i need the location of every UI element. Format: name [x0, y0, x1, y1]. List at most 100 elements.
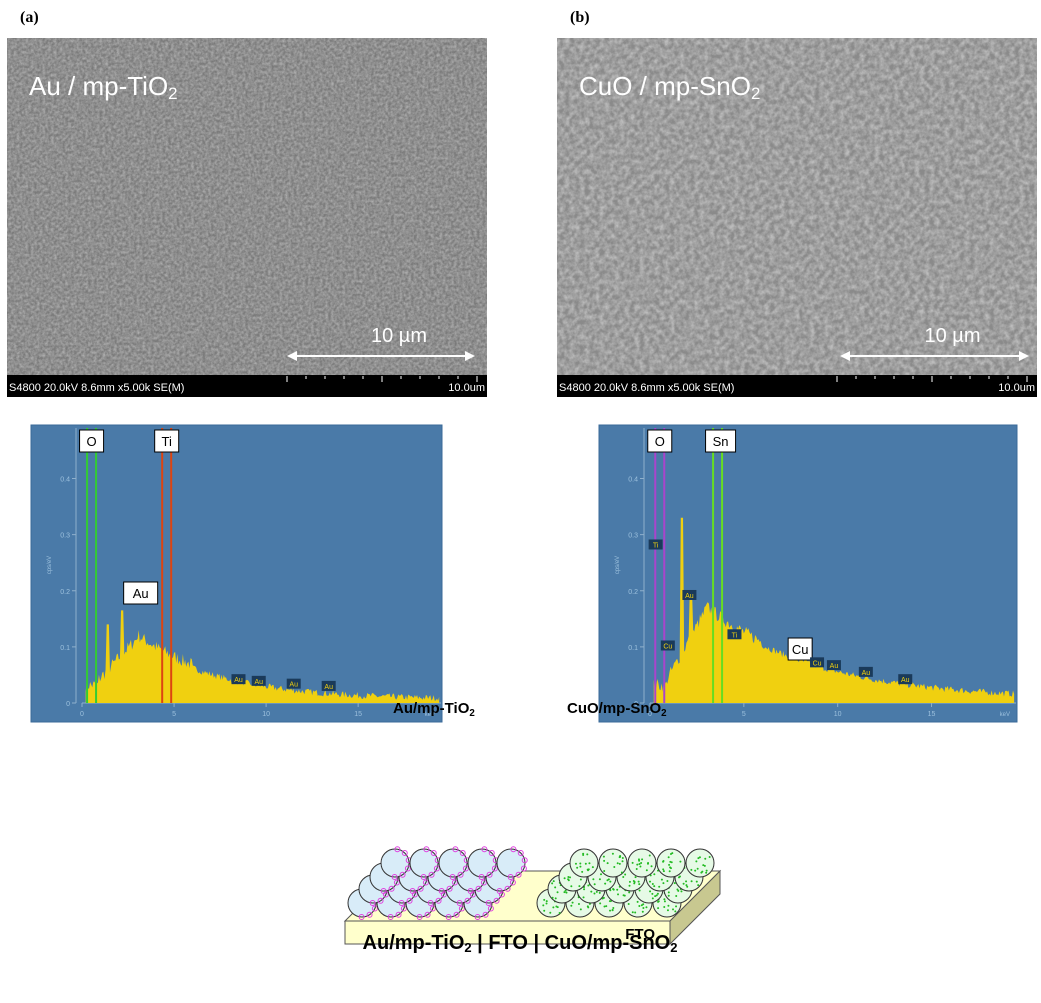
text-part: | FTO | CuO/mp-SnO: [472, 932, 671, 954]
cuo-dot: [632, 862, 634, 864]
x-tick-label: 10: [834, 711, 842, 718]
cuo-dot: [697, 868, 699, 870]
cuo-dot: [668, 891, 670, 893]
minor-label: Au: [862, 670, 871, 677]
cuo-dot: [622, 860, 624, 862]
cuo-dot: [546, 900, 548, 902]
y-tick-label: 0.1: [628, 645, 638, 652]
cuo-dot: [675, 895, 677, 897]
sem-title: CuO / mp-SnO2: [579, 71, 760, 103]
cuo-dot: [668, 856, 670, 858]
cuo-dot: [697, 884, 699, 886]
cuo-dot: [651, 865, 653, 867]
minor-label: Au: [685, 593, 694, 600]
cuo-dot: [694, 870, 696, 872]
cuo-dot: [640, 862, 642, 864]
cuo-dot: [580, 908, 582, 910]
cuo-dot: [649, 890, 651, 892]
cuo-dot: [667, 905, 669, 907]
minor-label: Au: [254, 679, 263, 686]
cuo-dot: [649, 855, 651, 857]
cuo-dot: [657, 901, 659, 903]
cuo-dot: [652, 897, 654, 899]
cuo-dot: [612, 853, 614, 855]
cuo-dot: [619, 855, 621, 857]
cuo-dot: [567, 878, 569, 880]
cuo-dot: [629, 885, 631, 887]
cuo-dot: [555, 906, 557, 908]
cuo-dot: [635, 876, 637, 878]
y-tick-label: 0: [66, 701, 70, 708]
scale-label: 10 µm: [371, 325, 427, 347]
cuo-dot: [619, 863, 621, 865]
cuo-dot: [661, 879, 663, 881]
cuo-dot: [607, 862, 609, 864]
x-tick-label: 5: [172, 711, 176, 718]
cuo-dot: [552, 897, 554, 899]
cuo-dot: [579, 863, 581, 865]
text-part: Au/mp-TiO: [393, 700, 470, 717]
cuo-dot: [609, 881, 611, 883]
cuo-dot: [639, 890, 641, 892]
cuo-dot: [656, 894, 658, 896]
cuo-dot: [617, 862, 619, 864]
peak-label: O: [87, 434, 97, 449]
peak-label: Au: [133, 586, 149, 601]
minor-label: Au: [324, 684, 333, 691]
text-part: CuO/mp-SnO: [567, 700, 661, 717]
cuo-dot: [669, 866, 671, 868]
subscript: 2: [661, 708, 667, 719]
minor-label: Cu: [663, 643, 672, 650]
cuo-dot: [638, 860, 640, 862]
panel-label: (a): [20, 9, 39, 26]
text-part: Au/mp-TiO: [363, 932, 465, 954]
cuo-dot: [580, 878, 582, 880]
peak-label: Ti: [162, 434, 172, 449]
cuo-dot: [600, 873, 602, 875]
cuo-dot: [633, 880, 635, 882]
cuo-dot: [679, 876, 681, 878]
cuo-dot: [543, 910, 545, 912]
cuo-dot: [570, 885, 572, 887]
scale-bar-text: 10.0um: [448, 382, 485, 394]
cuo-dot: [576, 867, 578, 869]
cuo-dot: [575, 863, 577, 865]
cuo-dot: [603, 856, 605, 858]
cuo-dot: [564, 877, 566, 879]
cuo-dot: [594, 892, 596, 894]
subscript: 2: [464, 940, 471, 955]
peak-label: Cu: [792, 642, 809, 657]
x-tick-label: 0: [80, 711, 84, 718]
cuo-dot: [696, 881, 698, 883]
cuo-dot: [628, 891, 630, 893]
cuo-dot: [632, 911, 634, 913]
cuo-dot: [668, 864, 670, 866]
subscript: 2: [670, 940, 677, 955]
cuo-dot: [638, 905, 640, 907]
cuo-dot: [674, 882, 676, 884]
cuo-dot: [649, 881, 651, 883]
cuo-dot: [667, 909, 669, 911]
cuo-dot: [706, 870, 708, 872]
cuo-dot: [668, 895, 670, 897]
cuo-dot: [700, 872, 702, 874]
cuo-dot: [704, 858, 706, 860]
cuo-dot: [658, 886, 660, 888]
x-tick-label: 5: [742, 711, 746, 718]
cuo-dot: [596, 891, 598, 893]
y-tick-label: 0.4: [628, 477, 638, 484]
y-tick-label: 0.4: [60, 477, 70, 484]
cuo-dot: [583, 888, 585, 890]
y-tick-label: 0.3: [628, 533, 638, 540]
y-tick-label: 0.3: [60, 533, 70, 540]
cuo-dot: [616, 889, 618, 891]
y-tick-label: 0.1: [60, 645, 70, 652]
cuo-dot: [642, 903, 644, 905]
x-axis-label: keV: [1000, 712, 1010, 718]
cuo-dot: [592, 878, 594, 880]
cuo-dot: [709, 856, 711, 858]
cuo-dot: [599, 902, 601, 904]
cuo-dot: [666, 880, 668, 882]
cuo-dot: [565, 892, 567, 894]
minor-label: Au: [830, 663, 839, 670]
